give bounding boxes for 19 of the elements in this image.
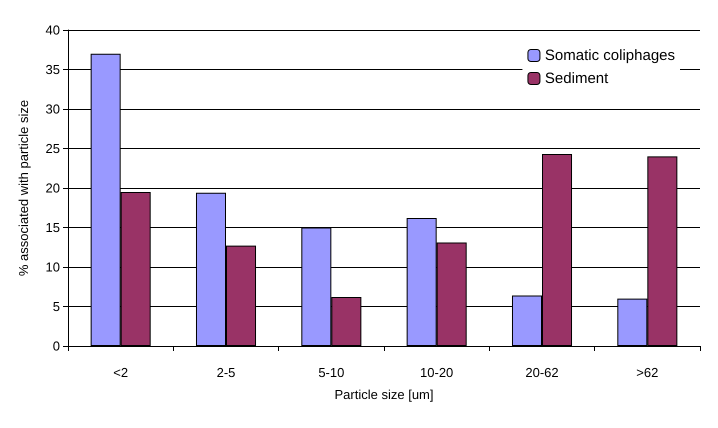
y-tick-label: 35 (46, 62, 60, 77)
y-axis-title: % associated with particle size (16, 100, 31, 276)
y-tick-label: 30 (46, 102, 60, 116)
y-tick-label: 15 (46, 220, 60, 235)
x-tick-label: 10-20 (420, 365, 454, 380)
legend-label: Somatic coliphages (544, 47, 676, 64)
legend-label: Sediment (544, 70, 610, 87)
x-axis-title: Particle size [um] (334, 387, 434, 402)
y-tick-label: 20 (46, 180, 60, 196)
y-tick-label: 10 (46, 260, 60, 274)
y-tick-label: 5 (52, 299, 60, 314)
x-tick-label: >62 (636, 365, 658, 380)
x-tick-label: <2 (113, 365, 128, 380)
x-tick-label: 2-5 (216, 365, 236, 380)
y-tick-label: 0 (52, 338, 60, 354)
x-tick-label: 20-62 (525, 365, 559, 380)
x-tick-label: 5-10 (318, 365, 344, 380)
y-tick-label: 40 (46, 22, 60, 38)
y-tick-label: 25 (46, 141, 60, 156)
